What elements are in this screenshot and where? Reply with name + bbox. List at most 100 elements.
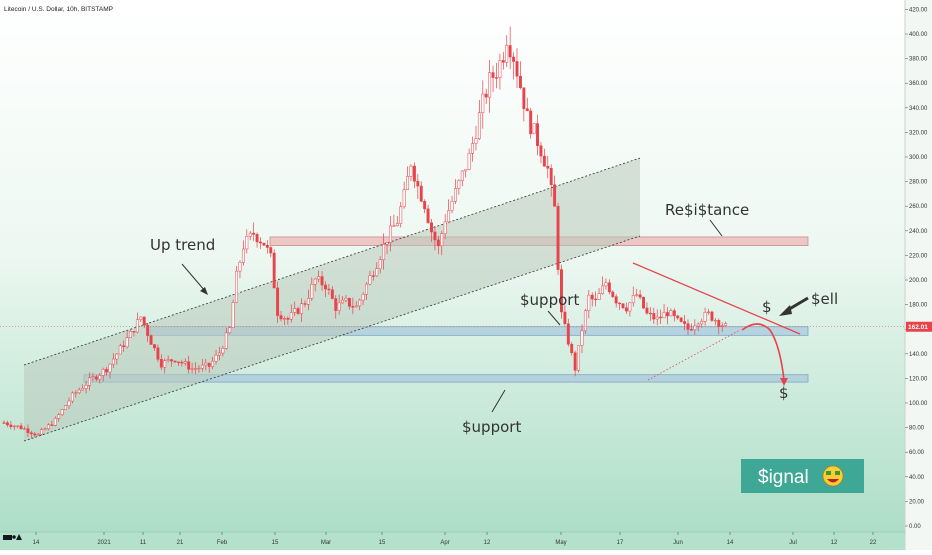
candle-body: [269, 247, 273, 254]
candle-body: [317, 276, 321, 280]
x-tick-label: 15: [272, 540, 279, 546]
candle-body: [279, 315, 283, 320]
candle-body: [416, 180, 420, 187]
current-price-badge: [906, 321, 932, 332]
candle-body: [289, 312, 293, 320]
x-tick-label: Jun: [673, 540, 683, 546]
candle-body: [361, 294, 365, 301]
candle-body: [235, 270, 239, 303]
candle-body: [351, 306, 355, 308]
candle-body: [354, 305, 358, 308]
candle-body: [546, 165, 550, 169]
y-tick-label: 220.00: [909, 253, 928, 259]
candle-body: [337, 302, 341, 311]
candle-body: [395, 223, 399, 227]
money-face-mouth: [827, 479, 839, 483]
candle-body: [358, 299, 362, 307]
candle-body: [19, 425, 23, 430]
candle-body: [81, 388, 85, 391]
candle-body: [2, 422, 6, 424]
y-tick-label: 240.00: [909, 229, 928, 235]
candle-body: [153, 344, 156, 349]
candle-body: [176, 361, 180, 363]
y-tick-label: 100.00: [909, 401, 928, 407]
candle-body: [265, 245, 269, 248]
candle-body: [197, 367, 201, 370]
candle-body: [101, 369, 105, 376]
candle-body: [525, 108, 529, 112]
candle-body: [224, 332, 228, 349]
candle-body: [683, 321, 687, 324]
candle-body: [94, 376, 98, 380]
candle-body: [129, 331, 132, 338]
candle-body: [276, 287, 280, 316]
candle-body: [522, 87, 526, 109]
projection-path: [741, 323, 785, 381]
candle-body: [474, 138, 478, 144]
y-tick-label: 80.00: [909, 426, 925, 432]
candle-body: [460, 170, 464, 181]
candle-body: [693, 325, 697, 330]
candle-body: [604, 282, 608, 287]
candle-body: [347, 297, 351, 307]
resistance-arrow-line: [709, 219, 723, 237]
candle-body: [36, 433, 40, 436]
x-tick-label: Jul: [789, 540, 797, 546]
candle-body: [272, 252, 276, 289]
candle-body: [105, 369, 109, 373]
candle-body: [577, 345, 581, 371]
candle-body: [594, 298, 598, 301]
x-tick-label: Feb: [217, 540, 228, 546]
candle-body: [382, 243, 386, 260]
candle-body: [146, 324, 150, 336]
candle-body: [471, 143, 474, 154]
candle-body: [477, 112, 481, 139]
candle-body: [142, 316, 146, 326]
logo-triangle: [16, 534, 22, 540]
candle-body: [696, 323, 700, 327]
money-face-eye-left: [826, 471, 831, 475]
descending-trendline: [632, 262, 801, 335]
y-axis-panel: [905, 0, 932, 550]
up-trend-label: Up trend: [150, 236, 215, 254]
candle-body: [218, 352, 221, 356]
candle-body: [601, 285, 604, 294]
candle-body: [64, 405, 68, 410]
candle-body: [515, 61, 519, 77]
candle-body: [436, 239, 440, 247]
candle-body: [252, 232, 256, 235]
candle-body: [40, 429, 44, 435]
logo-bar: [3, 535, 12, 540]
projection-arrowhead: [780, 378, 788, 386]
channel-upper-line: [23, 157, 641, 366]
candle-body: [313, 278, 317, 285]
candle-body: [539, 145, 543, 157]
candle-body: [631, 295, 635, 304]
y-tick-label: 340.00: [909, 106, 928, 112]
y-tick-label: 60.00: [909, 450, 925, 456]
candle-body: [88, 377, 91, 386]
candle-body: [638, 294, 642, 298]
candle-body: [642, 296, 645, 309]
y-tick-label: 280.00: [909, 180, 928, 186]
candle-body: [26, 428, 30, 434]
support-upper-arrow-line: [547, 310, 561, 326]
chart-title: Litecoin / U.S. Dollar, 10h, BITSTAMP: [4, 6, 113, 13]
candle-body: [724, 323, 728, 326]
candle-body: [453, 188, 457, 202]
candle-body: [115, 353, 119, 360]
candle-body: [583, 310, 587, 332]
candle-body: [33, 433, 37, 436]
candle-body: [498, 60, 502, 78]
candle-body: [135, 319, 139, 333]
x-tick-label: 2021: [97, 540, 111, 546]
candle-body: [122, 345, 126, 348]
candle-body: [47, 424, 50, 430]
trendlines-layer: [0, 262, 905, 386]
candle-body: [573, 352, 577, 371]
candle-body: [518, 75, 522, 88]
support-label-upper: $upport: [520, 291, 579, 309]
candle-body: [108, 363, 112, 373]
x-axis: 14 2021 11 21 Feb 15 Mar 15 Apr 12 May 17 Jun 14 Jul 12…: [0, 531, 905, 550]
